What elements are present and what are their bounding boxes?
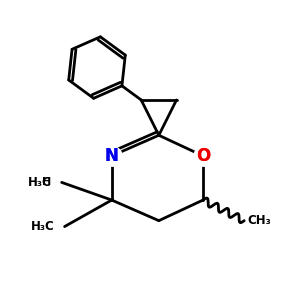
Text: H: H bbox=[42, 177, 51, 188]
Text: O: O bbox=[196, 147, 210, 165]
Text: H₃C: H₃C bbox=[28, 176, 51, 189]
Text: O: O bbox=[196, 147, 210, 165]
Text: CH₃: CH₃ bbox=[247, 214, 271, 227]
Text: N: N bbox=[105, 147, 119, 165]
Text: N: N bbox=[105, 147, 119, 165]
Text: H₃C: H₃C bbox=[31, 220, 54, 233]
